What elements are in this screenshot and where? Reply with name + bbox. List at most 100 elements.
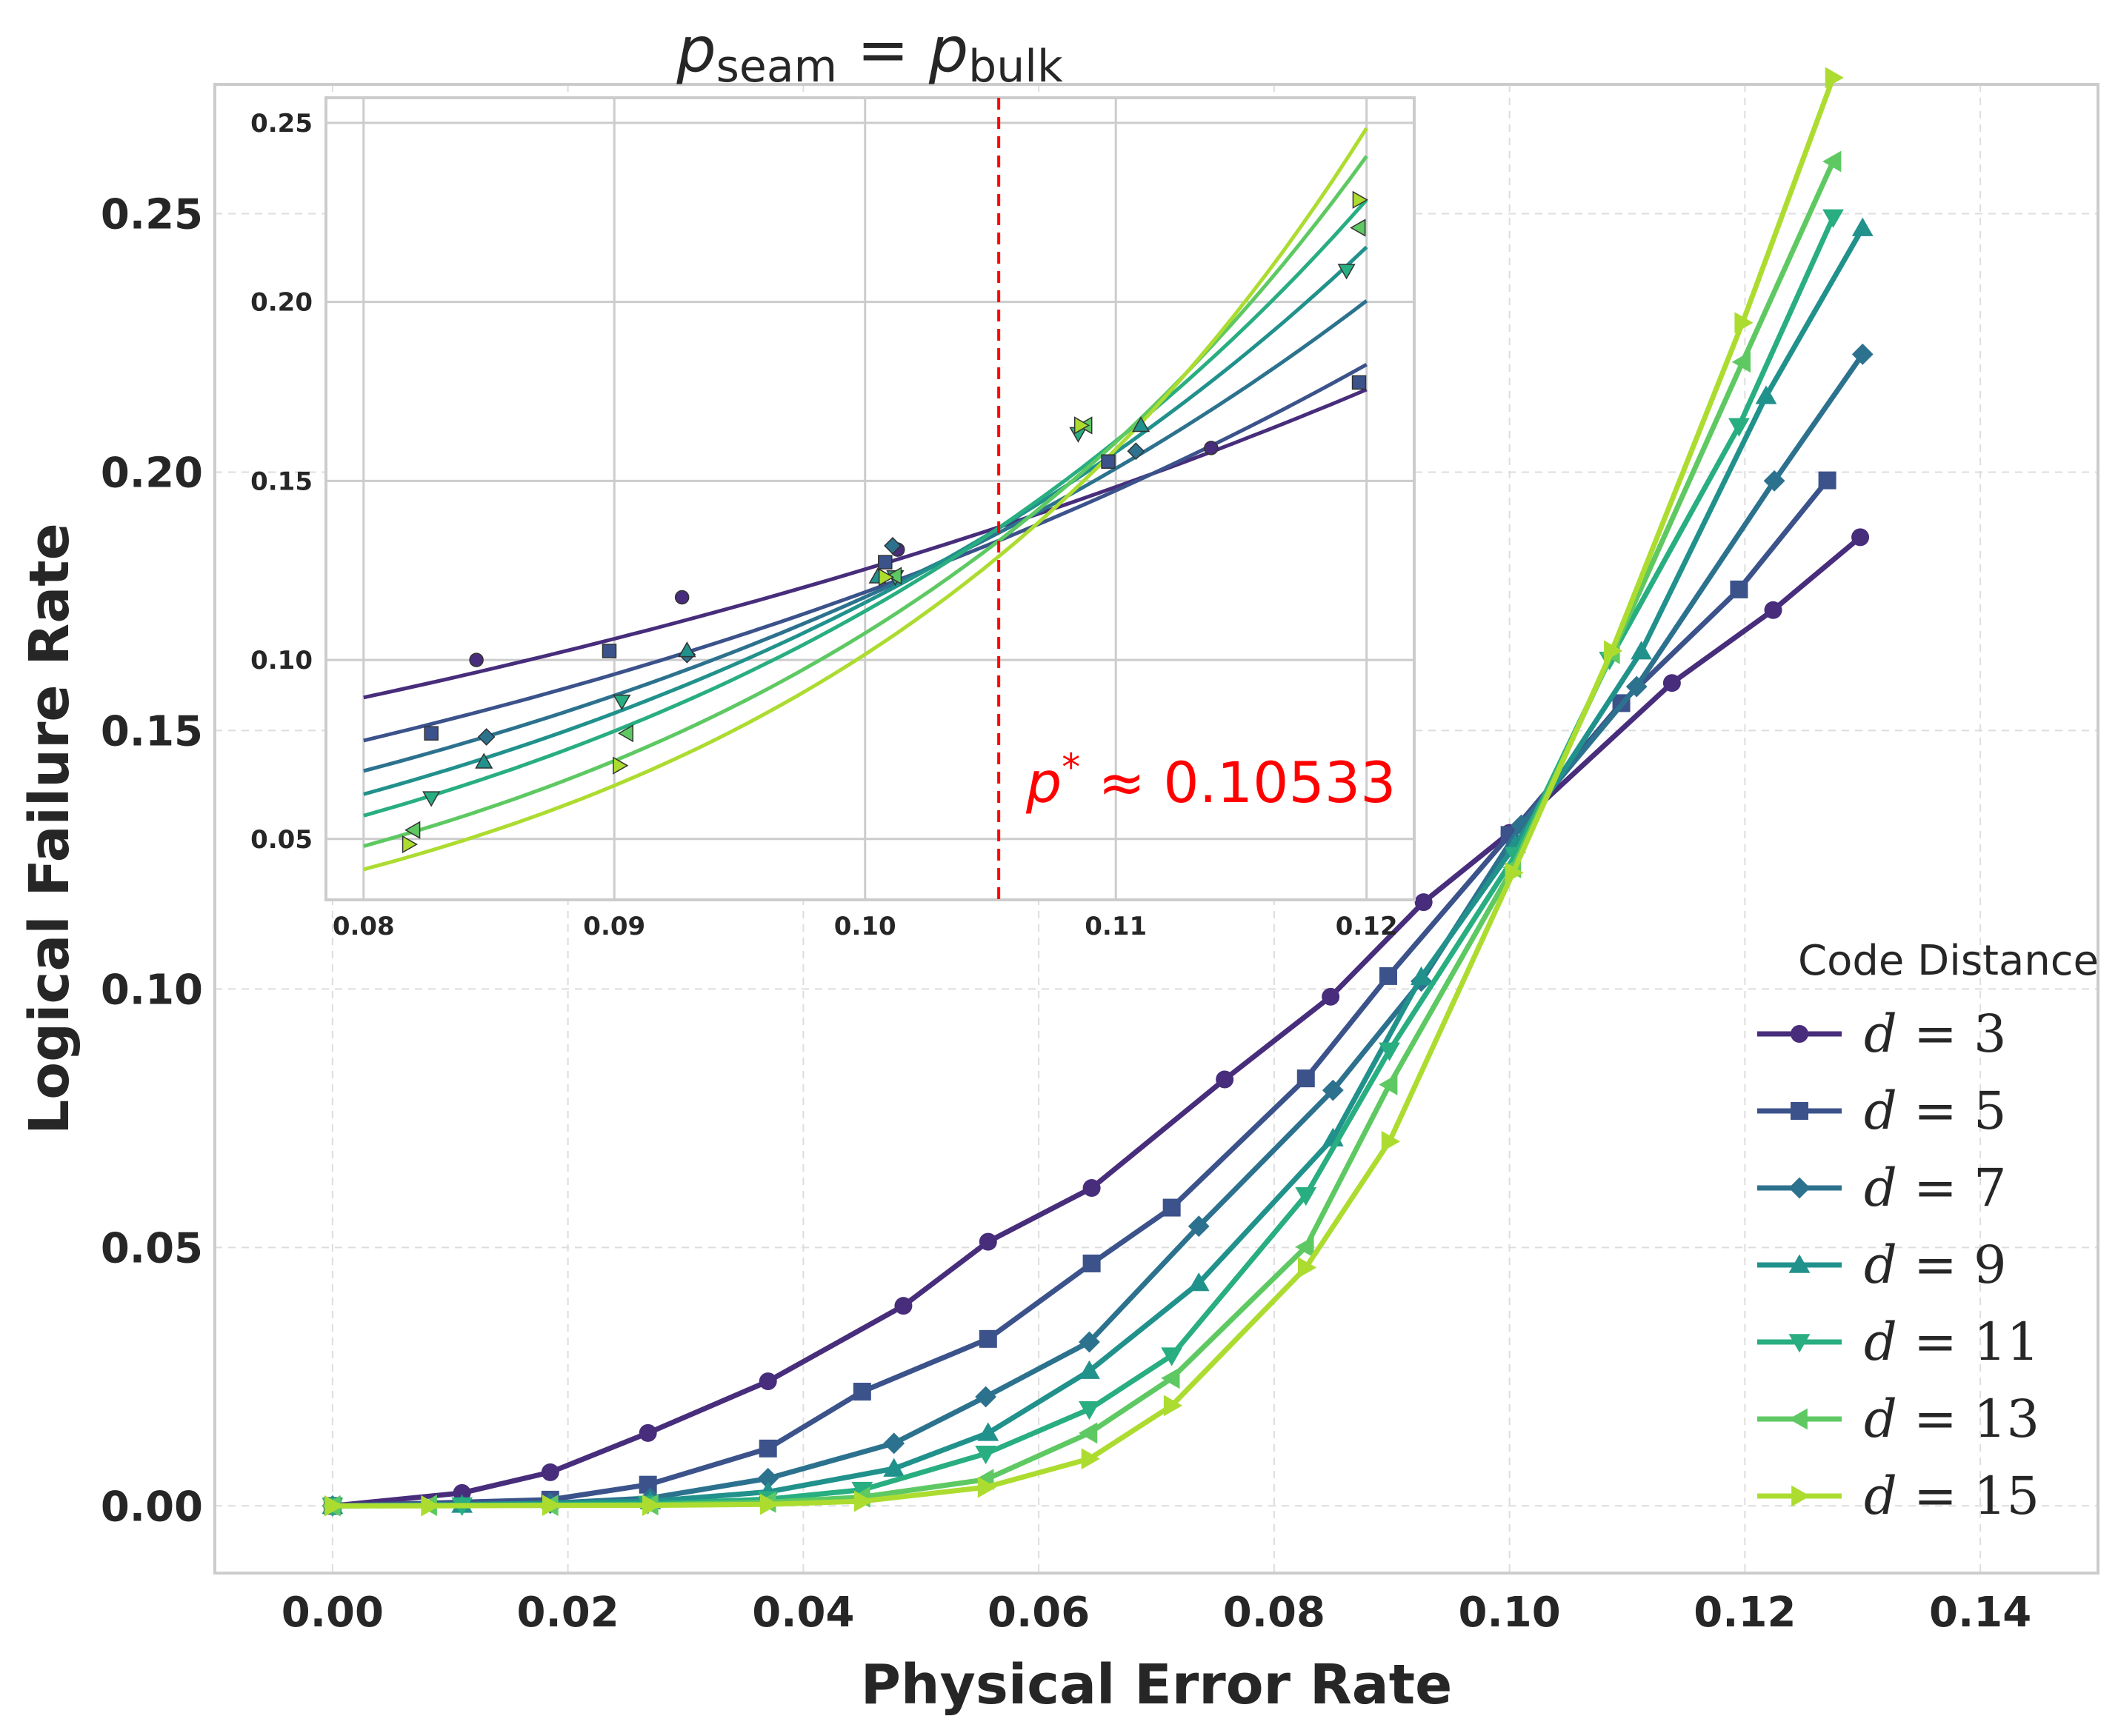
data-point-d13	[1161, 1367, 1180, 1389]
inset-title-var-left: p	[676, 13, 716, 86]
data-point-d5	[1730, 580, 1748, 598]
data-point-d15	[324, 1495, 344, 1517]
main-y-tick-label: 0.20	[101, 449, 203, 497]
threshold-annotation-star: *	[1062, 746, 1080, 789]
data-point-d15	[642, 1495, 662, 1516]
inset-y-tick-labels: 0.05 0.10 0.15 0.20 0.25	[250, 109, 313, 855]
legend-item-d11: d = 11	[1757, 1312, 2039, 1372]
inset-fit-line-d15	[363, 127, 1368, 872]
data-point-d15	[1734, 312, 1754, 334]
main-plot-frame	[213, 83, 2099, 1575]
legend-item-d3: d = 3	[1757, 1004, 2007, 1064]
main-y-tick-label: 0.05	[101, 1224, 203, 1272]
main-x-tick-label: 0.04	[752, 1589, 854, 1637]
inset-point-d7	[884, 536, 902, 555]
y-axis-label: Logical Failure Rate	[18, 523, 81, 1135]
inset-fit-lines	[363, 127, 1368, 872]
data-point-d7	[757, 1467, 779, 1489]
legend: Code Distance d = 3 d = 5 d = 7 d = 9 d = 11…	[1757, 937, 2099, 1526]
inset-fit-line-d9	[363, 245, 1368, 796]
legend-marker-d13	[1788, 1408, 1808, 1430]
legend-label-d11: d = 11	[1864, 1312, 2039, 1372]
legend-marker-d5	[1791, 1102, 1808, 1120]
data-point-d7	[1322, 1079, 1344, 1101]
inset-x-tick-label: 0.10	[834, 912, 896, 941]
data-point-d3	[1082, 1179, 1101, 1198]
legend-marker-d7	[1788, 1177, 1811, 1199]
data-point-d15	[977, 1476, 997, 1498]
legend-label-d15: d = 15	[1864, 1466, 2039, 1526]
inset-fit-line-d7	[363, 299, 1368, 773]
inset-point-d5	[1101, 454, 1116, 469]
data-point-d5	[759, 1439, 777, 1458]
data-point-d13	[1079, 1422, 1098, 1444]
main-x-tick-labels: 0.00 0.02 0.04 0.06 0.08 0.10 0.12 0.14	[282, 1589, 2031, 1637]
inset-point-d11	[613, 694, 631, 710]
data-point-d5	[1162, 1198, 1181, 1217]
legend-title: Code Distance	[1798, 937, 2099, 985]
data-point-d9	[977, 1422, 999, 1441]
data-point-d3	[1414, 893, 1433, 912]
data-point-d9	[1079, 1360, 1100, 1379]
data-point-d3	[541, 1463, 559, 1481]
data-point-d9	[883, 1458, 905, 1477]
data-point-d9	[1411, 966, 1432, 986]
data-point-d5	[1818, 471, 1836, 490]
data-point-d11	[1379, 1042, 1400, 1061]
legend-marker-d11	[1788, 1334, 1811, 1353]
data-point-d3	[759, 1372, 777, 1391]
data-point-d3	[639, 1423, 657, 1442]
inset-x-tick-label: 0.08	[333, 912, 395, 941]
main-x-tick-label: 0.08	[1223, 1589, 1325, 1637]
data-point-d7	[1511, 814, 1532, 836]
data-point-d3	[979, 1232, 997, 1251]
data-point-d9	[1851, 217, 1874, 236]
inset-point-d7	[1127, 442, 1145, 461]
legend-items: d = 3 d = 5 d = 7 d = 9 d = 11 d = 13 d = 15	[1757, 1004, 2039, 1526]
x-axis-label: Physical Error Rate	[861, 1653, 1453, 1717]
data-point-d5	[1379, 967, 1397, 985]
inset-point-d15	[402, 835, 419, 854]
data-point-d15	[1825, 67, 1844, 89]
data-point-d11	[1822, 209, 1844, 228]
data-point-d7	[1079, 1331, 1100, 1353]
inset-point-d5	[602, 644, 617, 658]
data-point-d5	[1296, 1069, 1315, 1088]
inset-x-tick-label: 0.11	[1085, 912, 1147, 941]
legend-item-d5: d = 5	[1757, 1081, 2007, 1141]
legend-marker-d3	[1791, 1025, 1808, 1043]
main-series-group	[322, 67, 1874, 1517]
inset-x-tick-labels: 0.08 0.09 0.10 0.11 0.12	[333, 912, 1398, 941]
inset-point-d5	[1351, 375, 1367, 390]
inset-plot-area	[324, 96, 1416, 901]
inset-x-tick-label: 0.12	[1336, 912, 1398, 941]
data-point-d3	[894, 1297, 913, 1315]
inset-title-sub-right: bulk	[968, 41, 1063, 93]
data-point-d7	[1188, 1215, 1210, 1238]
data-point-d15	[854, 1490, 873, 1512]
legend-label-d13: d = 13	[1864, 1389, 2039, 1449]
data-point-d7	[883, 1432, 905, 1455]
data-point-d15	[1081, 1448, 1100, 1470]
inset-point-d5	[878, 555, 893, 570]
data-point-d15	[542, 1495, 562, 1516]
inset-title-var-right: p	[928, 13, 968, 86]
inset-point-d11	[422, 791, 441, 807]
main-y-tick-label: 0.00	[101, 1483, 203, 1531]
inset-y-tick-label: 0.05	[250, 825, 313, 855]
inset-fit-line-d11	[363, 198, 1368, 818]
inset-point-d15	[1352, 190, 1368, 209]
data-point-d15	[1381, 1130, 1400, 1152]
inset-title: pseam = pbulk	[676, 13, 1063, 93]
inset-point-d3	[469, 652, 484, 667]
main-x-tick-label: 0.02	[517, 1589, 619, 1637]
data-point-d13	[1822, 150, 1842, 173]
data-point-d5	[853, 1383, 871, 1401]
inset-y-tick-label: 0.25	[250, 109, 313, 138]
inset-point-d11	[1337, 264, 1356, 280]
data-point-d7	[1625, 675, 1648, 698]
inset-point-d13	[617, 724, 634, 743]
legend-item-d9: d = 9	[1757, 1235, 2007, 1295]
data-point-d11	[1079, 1401, 1100, 1420]
